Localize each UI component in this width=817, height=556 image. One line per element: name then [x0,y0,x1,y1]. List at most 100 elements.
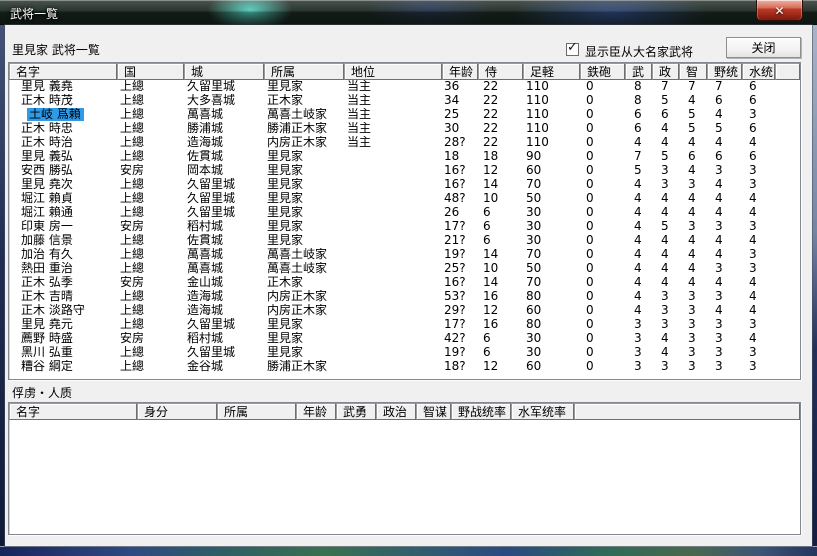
officer-row[interactable]: 里見 義弘 上總 佐貫城 里見家 18 18 90 0 7 5 6 6 6 [9,150,800,164]
officer-cell: 内房正木家 [267,290,328,303]
officer-cell: 110 [526,94,549,107]
officer-column-header[interactable]: 所属 [264,63,344,80]
close-icon: ✕ [774,4,785,18]
officer-column-header[interactable]: 足軽 [523,63,580,80]
officer-cell: 里見家 [267,150,304,163]
officer-cell: 4 [634,136,642,149]
officer-row[interactable]: 堀江 賴通 上總 久留里城 里見家 26 6 30 0 4 4 4 4 4 [9,206,800,220]
officer-cell [344,290,442,304]
close-dialog-button[interactable]: 关闭 [726,37,801,58]
officer-column-header[interactable]: 政 [652,63,679,80]
officer-cell: 内房正木家 [267,304,328,317]
officer-cell: 上總 [120,108,145,121]
officer-cell: 佐貫城 [187,150,224,163]
officer-cell: 60 [526,164,542,177]
officer-cell: 50 [526,262,542,275]
captive-column-header[interactable]: 政治 [376,403,416,420]
officer-cell: 佐貫城 [187,234,224,247]
captive-column-header[interactable]: 水军统率 [511,403,574,420]
officer-cell: 里見家 [267,346,304,359]
officer-column-header[interactable]: 武 [625,63,652,80]
officer-row[interactable]: 正木 時治 上總 造海城 内房正木家 当主 28? 22 110 0 4 4 4 4 4 [9,136,800,150]
officer-cell: 造海城 [187,304,224,317]
officer-column-header[interactable]: 侍 [478,63,523,80]
captive-column-header[interactable] [574,403,800,420]
officer-row[interactable]: 黑川 弘重 上總 久留里城 里見家 19? 6 30 0 3 4 3 3 3 [9,346,800,360]
officer-cell: 里見 堯次 [21,178,73,191]
officer-row[interactable]: 土岐 爲賴 上總 萬喜城 萬喜土岐家 当主 25 22 110 0 6 6 5 4 3 [9,108,800,122]
officer-row[interactable]: 加藤 信景 上總 佐貫城 里見家 21? 6 30 0 4 4 4 4 4 [9,234,800,248]
officer-cell [344,178,442,192]
officer-cell: 0 [586,346,594,359]
officer-cell: 16 [483,290,499,303]
officer-column-header[interactable]: 野统 [707,63,742,80]
dialog-client-area: 里見家 武将一覧 ✓ 显示臣从大名家武将 关闭 名字国城所属 地位 年龄侍足軽 鉄砲武… [5,25,812,546]
officer-cell: 0 [586,248,594,261]
officer-row[interactable]: 正木 淡路守 上總 造海城 内房正木家 29? 12 60 0 4 3 3 4 4 [9,304,800,318]
captive-column-header[interactable]: 名字 [9,403,137,420]
officer-cell: 3 [749,220,757,233]
officer-cell: 0 [586,178,594,191]
captive-list-header: 名字 身分 所属 年龄 武勇 政治 智谋 野战统率 水军统率 [9,403,800,420]
officer-cell: 3 [688,346,696,359]
officer-cell: 4 [634,206,642,219]
officer-column-header[interactable]: 地位 [344,63,442,80]
officer-cell: 12 [483,304,499,317]
officer-cell: 4 [715,136,723,149]
window-close-button[interactable]: ✕ [756,0,803,21]
officer-row[interactable]: 正木 時茂 上總 大多喜城 正木家 当主 34 22 110 0 8 5 4 6 6 [9,94,800,108]
officer-row[interactable]: 糟谷 綱定 上總 金谷城 勝浦正木家 18? 12 60 0 3 3 3 3 3 [9,360,800,374]
officer-cell: 4 [749,290,757,303]
officer-cell: 里見 義弘 [21,150,73,163]
officer-cell: 内房正木家 [267,136,328,149]
officer-cell: 4 [634,234,642,247]
officer-cell: 3 [634,346,642,359]
officer-row[interactable]: 里見 堯元 上總 久留里城 里見家 17? 16 80 0 3 3 3 3 3 [9,318,800,332]
officer-cell: 4 [661,192,669,205]
officer-column-header[interactable] [775,63,800,80]
officer-row[interactable]: 正木 吉晴 上總 造海城 内房正木家 53? 16 80 0 4 3 3 3 4 [9,290,800,304]
officer-cell: 0 [586,220,594,233]
officer-cell: 5 [661,220,669,233]
captive-column-header[interactable]: 所属 [217,403,296,420]
officer-cell: 80 [526,290,542,303]
officer-cell: 3 [688,332,696,345]
show-vassal-checkbox[interactable]: ✓ [566,41,579,56]
officer-row[interactable]: 里見 義堯 上總 久留里城 里見家 当主 36 22 110 0 8 7 7 7 6 [9,80,800,94]
officer-column-header[interactable]: 水统 [742,63,775,80]
officer-column-header[interactable]: 国 [117,63,184,80]
officer-cell: 4 [688,136,696,149]
officer-row[interactable]: 里見 堯次 上總 久留里城 里見家 16? 14 70 0 4 3 3 4 3 [9,178,800,192]
officer-row[interactable]: 正木 弘季 安房 金山城 正木家 16? 14 70 0 4 4 4 4 4 [9,276,800,290]
officer-column-header[interactable]: 城 [184,63,264,80]
window-border-bottom [0,546,817,556]
captive-column-header[interactable]: 智谋 [416,403,451,420]
officer-row[interactable]: 印東 房一 安房 稻村城 里見家 17? 6 30 0 4 5 3 3 3 [9,220,800,234]
officer-cell: 金谷城 [187,360,224,373]
window-title: 武将一覧 [10,7,59,21]
officer-row[interactable]: 熱田 重治 上總 萬喜城 萬喜土岐家 25? 10 50 0 4 4 4 3 3 [9,262,800,276]
officer-cell: 60 [526,360,542,373]
officer-row[interactable]: 堀江 賴貞 上總 久留里城 里見家 48? 10 50 0 4 4 4 4 4 [9,192,800,206]
officer-cell: 3 [749,108,757,121]
captive-column-header[interactable]: 武勇 [336,403,376,420]
officer-cell: 里見家 [267,192,304,205]
captive-column-header[interactable]: 野战统率 [451,403,511,420]
officer-cell [344,276,442,290]
officer-row[interactable]: 安西 勝弘 安房 岡本城 里見家 16? 12 60 0 5 3 4 3 3 [9,164,800,178]
captive-column-header[interactable]: 年龄 [296,403,336,420]
officer-cell: 金山城 [187,276,224,289]
window-titlebar[interactable]: 武将一覧 ✕ [0,0,817,25]
captive-column-header[interactable]: 身分 [137,403,217,420]
officer-row[interactable]: 加治 有久 上總 萬喜城 萬喜土岐家 19? 14 70 0 4 4 4 4 3 [9,248,800,262]
officer-row[interactable]: 薦野 時盛 安房 稻村城 里見家 42? 6 30 0 3 4 3 3 4 [9,332,800,346]
officer-cell: 6 [749,94,757,107]
officer-column-header[interactable]: 智 [679,63,707,80]
officer-cell: 3 [634,332,642,345]
officer-cell: 造海城 [187,136,224,149]
officer-row[interactable]: 正木 時忠 上總 勝浦城 勝浦正木家 当主 30 22 110 0 6 4 5 5 6 [9,122,800,136]
officer-column-header[interactable]: 鉄砲 [580,63,625,80]
officer-column-header[interactable]: 名字 [9,63,117,80]
officer-column-header[interactable]: 年龄 [442,63,478,80]
officer-cell [344,234,442,248]
